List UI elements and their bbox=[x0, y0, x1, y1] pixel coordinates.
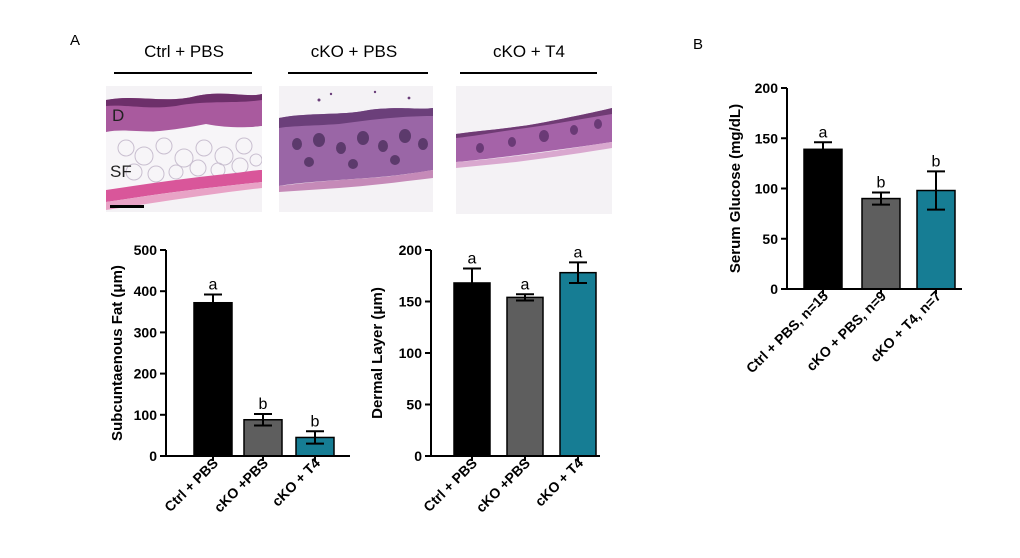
bar bbox=[916, 189, 956, 290]
histology-image-ctrl bbox=[106, 86, 262, 212]
y-axis-title: Subcuntaenous Fat (μm) bbox=[109, 265, 126, 441]
histology-group-underline bbox=[288, 72, 428, 74]
y-tick-label: 0 bbox=[149, 448, 157, 464]
histology-label-dermis: D bbox=[112, 106, 125, 125]
y-tick-label: 400 bbox=[134, 283, 158, 299]
y-axis-title: Serum Glucose (mg/dL) bbox=[727, 104, 744, 273]
y-tick-label: 50 bbox=[762, 231, 778, 247]
histology-group-label: cKO + T4 bbox=[493, 42, 565, 61]
y-tick-label: 200 bbox=[134, 366, 158, 382]
histology-image-t4 bbox=[456, 86, 612, 214]
panel-label-a: A bbox=[70, 32, 81, 49]
y-axis-title: Dermal Layer (μm) bbox=[369, 287, 386, 419]
histology-label-fat: SF bbox=[110, 162, 132, 181]
histology-image-cko bbox=[279, 86, 433, 212]
y-tick-label: 500 bbox=[134, 242, 158, 258]
histology-group-label: cKO + PBS bbox=[310, 42, 398, 61]
y-tick-label: 0 bbox=[770, 281, 778, 297]
y-tick-label: 0 bbox=[414, 448, 422, 464]
bar bbox=[861, 197, 901, 290]
y-tick-label: 50 bbox=[406, 397, 422, 413]
significance-letter: a bbox=[468, 251, 477, 268]
y-tick-label: 200 bbox=[755, 80, 779, 96]
significance-letter: a bbox=[209, 276, 218, 293]
significance-letter: a bbox=[521, 276, 530, 293]
panel-label-b: B bbox=[693, 36, 704, 53]
y-tick-label: 100 bbox=[755, 181, 779, 197]
histology-tissue-ctrl bbox=[106, 86, 262, 212]
significance-letter: b bbox=[932, 153, 941, 170]
bar bbox=[803, 148, 843, 290]
y-tick-label: 100 bbox=[399, 345, 423, 361]
y-tick-label: 150 bbox=[399, 294, 423, 310]
bar bbox=[193, 301, 233, 457]
significance-letter: b bbox=[311, 413, 320, 430]
histology-group-underline bbox=[114, 72, 252, 74]
significance-letter: a bbox=[819, 124, 828, 141]
significance-letter: b bbox=[259, 396, 268, 413]
y-tick-label: 100 bbox=[134, 407, 158, 423]
y-tick-label: 200 bbox=[399, 242, 423, 258]
y-tick-label: 300 bbox=[134, 324, 158, 340]
y-tick-label: 150 bbox=[755, 130, 779, 146]
scale-bar bbox=[110, 205, 144, 208]
histology-tissue-cko bbox=[279, 86, 433, 212]
bar bbox=[506, 296, 544, 457]
histology-group-underline bbox=[460, 72, 597, 74]
histology-group-label: Ctrl + PBS bbox=[144, 42, 224, 61]
histology-tissue-t4 bbox=[456, 86, 612, 214]
significance-letter: b bbox=[877, 175, 886, 192]
significance-letter: a bbox=[574, 244, 583, 261]
